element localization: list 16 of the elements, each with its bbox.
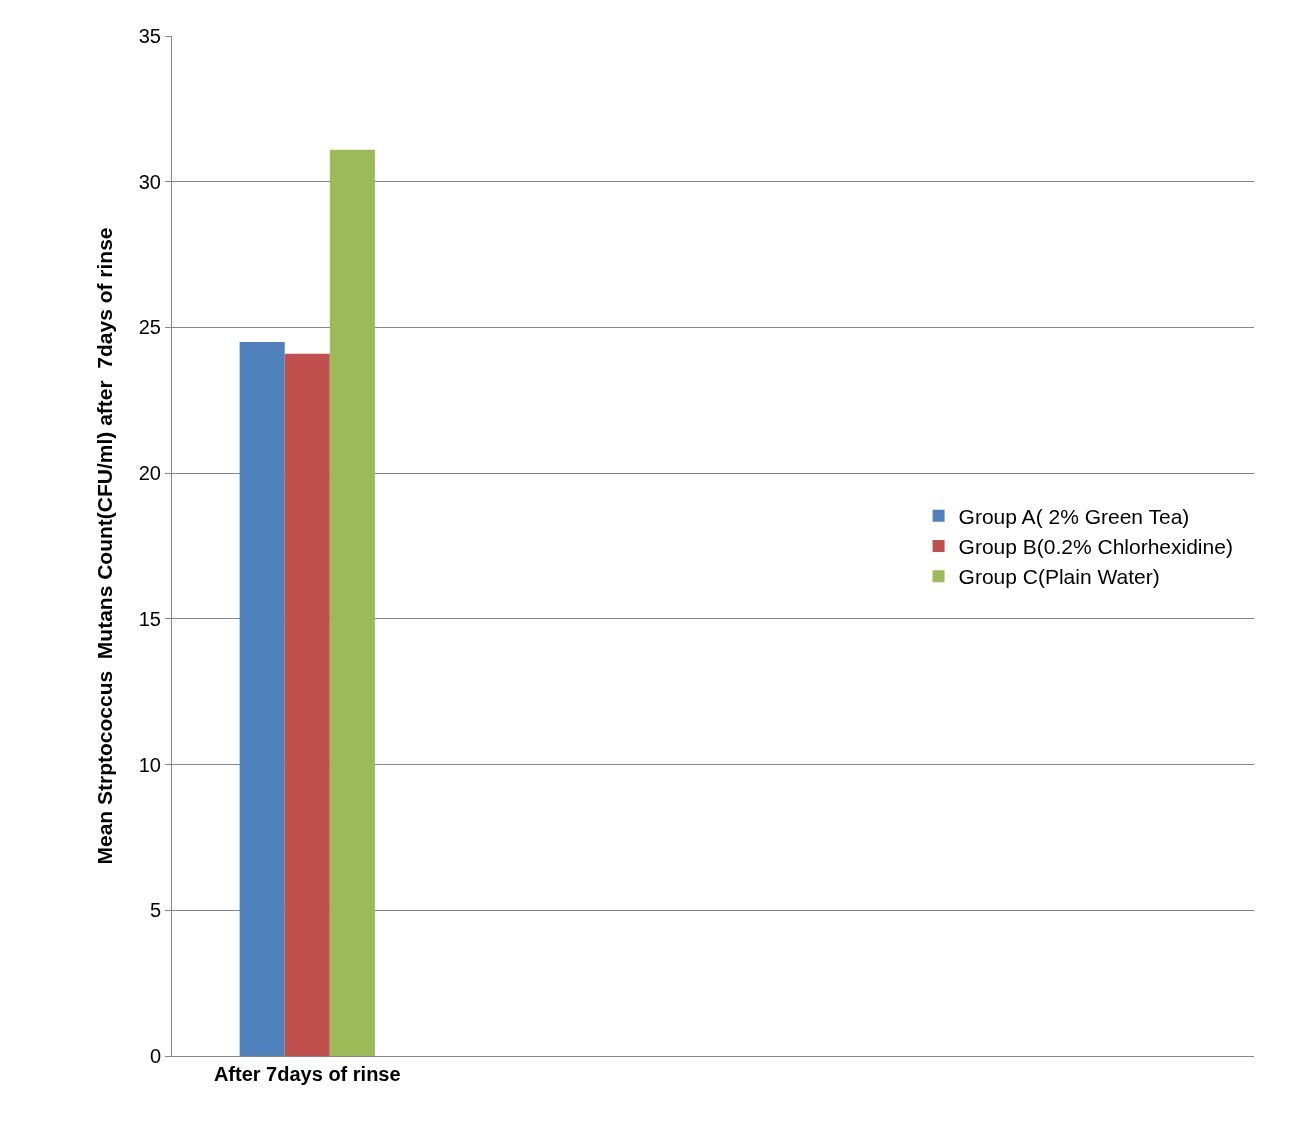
y-tick-label: 10 bbox=[138, 753, 161, 776]
y-tick-label: 5 bbox=[149, 899, 161, 922]
bar bbox=[329, 149, 375, 1056]
bar bbox=[239, 342, 285, 1056]
y-tick-label: 20 bbox=[138, 462, 161, 485]
x-tick-label: After 7days of rinse bbox=[213, 1063, 401, 1085]
bar bbox=[284, 353, 330, 1056]
y-tick-label: 0 bbox=[149, 1045, 161, 1067]
y-tick-label: 35 bbox=[138, 25, 161, 47]
y-tick-label: 15 bbox=[138, 607, 161, 630]
y-tick-label: 25 bbox=[138, 316, 161, 339]
legend-label: Group C(Plain Water) bbox=[958, 565, 1160, 589]
y-axis-title: Mean Strptococcus Mutans Count(CFU/ml) after 7days of rinse bbox=[92, 227, 116, 865]
legend-label: Group B(0.2% Chlorhexidine) bbox=[958, 535, 1233, 559]
legend-label: Group A( 2% Green Tea) bbox=[958, 504, 1190, 528]
y-tick-label: 30 bbox=[138, 170, 161, 193]
